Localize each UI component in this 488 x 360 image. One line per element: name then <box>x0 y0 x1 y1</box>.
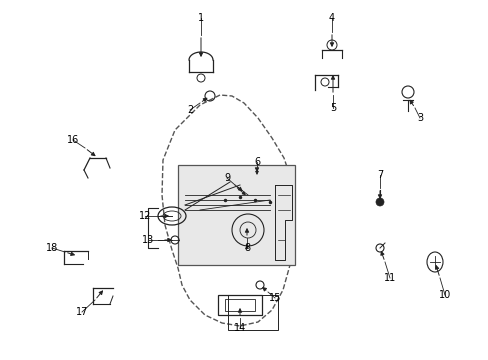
Text: 10: 10 <box>438 290 450 300</box>
Text: 7: 7 <box>376 170 382 180</box>
Circle shape <box>375 198 383 206</box>
Text: 16: 16 <box>67 135 79 145</box>
Text: 6: 6 <box>253 157 260 167</box>
Text: 2: 2 <box>186 105 193 115</box>
Text: 18: 18 <box>46 243 58 253</box>
Text: 8: 8 <box>244 243 249 253</box>
Text: 4: 4 <box>328 13 334 23</box>
Text: 1: 1 <box>198 13 203 23</box>
Text: 15: 15 <box>268 293 281 303</box>
Bar <box>218 295 262 315</box>
Bar <box>224 299 254 311</box>
Text: 11: 11 <box>383 273 395 283</box>
Text: 12: 12 <box>139 211 151 221</box>
Text: 14: 14 <box>233 323 245 333</box>
Text: 5: 5 <box>329 103 335 113</box>
Bar <box>227 295 278 330</box>
Text: 3: 3 <box>416 113 422 123</box>
Text: 17: 17 <box>76 307 88 317</box>
Bar <box>178 165 294 265</box>
Text: 13: 13 <box>142 235 154 245</box>
Text: 9: 9 <box>224 173 229 183</box>
